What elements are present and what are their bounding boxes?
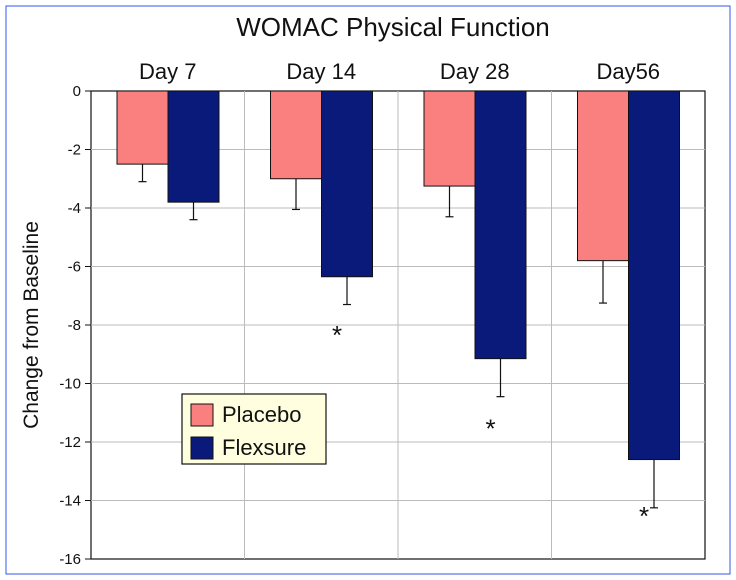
y-tick-label: -12	[59, 434, 81, 451]
significance-asterisk: *	[639, 501, 649, 531]
significance-asterisk: *	[485, 413, 495, 443]
y-tick-label: -16	[59, 551, 81, 568]
significance-markers: * * *	[332, 320, 649, 531]
legend-label-placebo: Placebo	[222, 402, 302, 427]
y-tick-label: -8	[68, 317, 81, 334]
legend-swatch-flexsure	[190, 436, 214, 460]
chart-title: WOMAC Physical Function	[236, 12, 550, 42]
error-bars	[138, 164, 658, 509]
category-label: Day 14	[286, 59, 356, 84]
bar-flexsure	[474, 90, 527, 360]
y-axis-label: Change from Baseline	[20, 221, 43, 429]
category-labels: Day 7 Day 14 Day 28 Day56	[139, 59, 660, 84]
y-axis: 0 -2 -4 -6 -8 -10 -12 -14 -16	[59, 83, 91, 568]
y-tick-label: 0	[73, 83, 81, 100]
outer-frame	[5, 5, 731, 575]
category-label: Day 28	[440, 59, 510, 84]
bar-placebo	[116, 90, 169, 165]
legend: Placebo Flexsure	[181, 393, 327, 465]
legend-label-flexsure: Flexsure	[222, 435, 306, 460]
y-tick-label: -6	[68, 259, 81, 276]
y-tick-label: -4	[68, 200, 81, 217]
bar-flexsure	[321, 90, 373, 278]
category-label: Day 7	[139, 59, 196, 84]
y-tick-label: -2	[68, 142, 81, 159]
legend-swatch-placebo	[190, 403, 214, 427]
bar-flexsure	[628, 90, 680, 461]
y-tick-label: -14	[59, 493, 81, 510]
category-label: Day56	[596, 59, 660, 84]
bar-placebo	[423, 90, 476, 187]
bar-flexsure	[167, 90, 220, 203]
bar-placebo	[577, 90, 629, 262]
y-tick-label: -10	[59, 376, 81, 393]
bar-placebo	[270, 90, 322, 180]
bars	[116, 90, 680, 461]
significance-asterisk: *	[332, 320, 342, 350]
